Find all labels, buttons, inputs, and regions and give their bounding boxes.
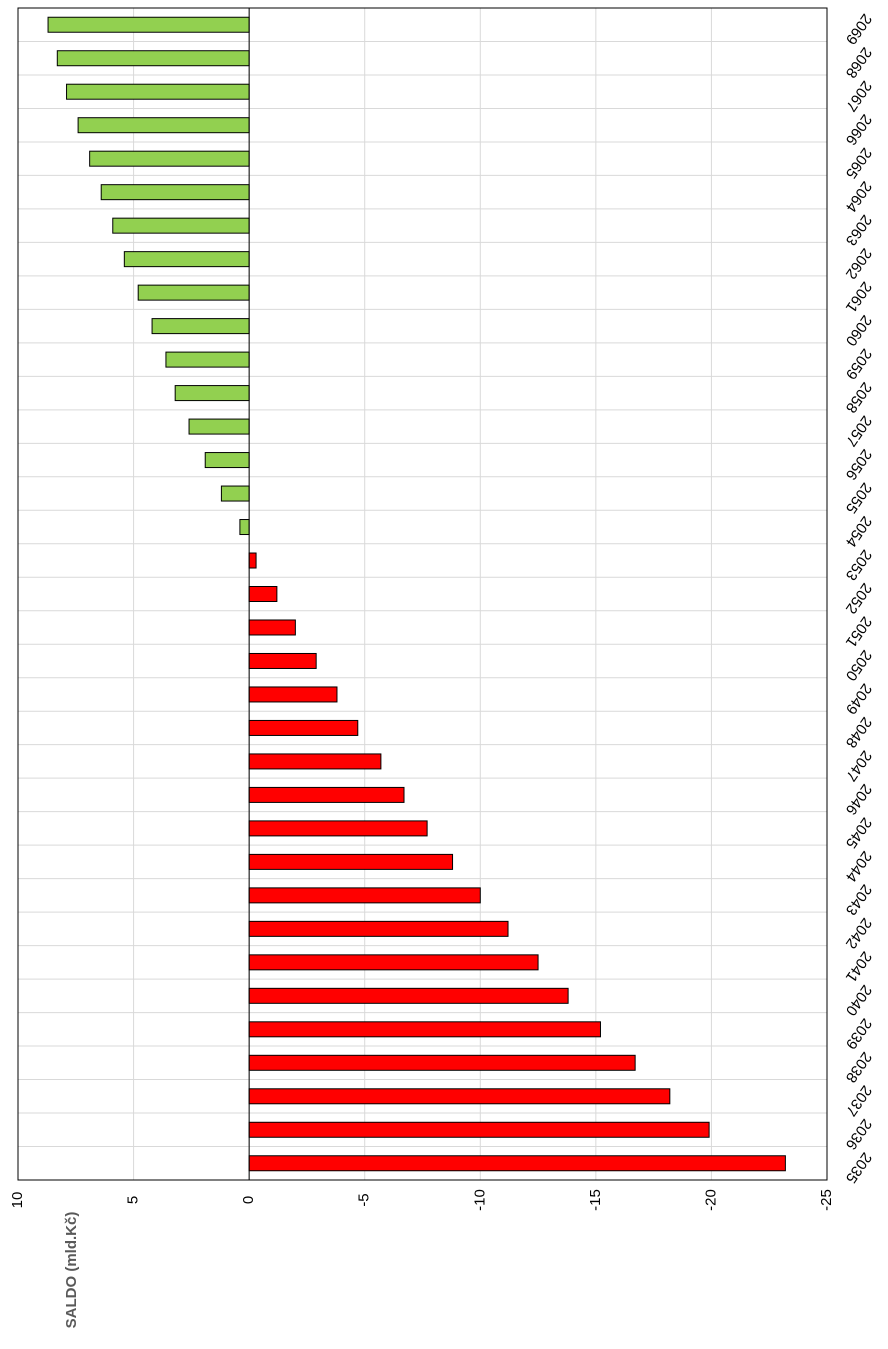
y-tick-label: 2042 [842, 915, 875, 952]
bar [248, 920, 509, 937]
y-tick-label: 2069 [842, 11, 875, 48]
bar [123, 251, 250, 268]
y-tick-label: 2043 [842, 881, 875, 918]
bar [248, 1155, 786, 1172]
y-tick-label: 2035 [842, 1149, 875, 1186]
y-tick-label: 2036 [842, 1116, 875, 1153]
y-tick-label: 2037 [842, 1082, 875, 1119]
y-tick-label: 2058 [842, 379, 875, 416]
bar [248, 719, 359, 736]
bar [89, 150, 250, 167]
bar [248, 652, 317, 669]
x-tick-label: -15 [587, 1189, 604, 1211]
y-tick-label: 2060 [842, 312, 875, 349]
y-tick-label: 2053 [842, 546, 875, 583]
y-tick-label: 2056 [842, 446, 875, 483]
y-tick-label: 2046 [842, 781, 875, 818]
plot-frame [17, 7, 828, 1181]
y-tick-label: 2066 [842, 111, 875, 148]
y-tick-label: 2055 [842, 479, 875, 516]
bar [248, 853, 454, 870]
y-tick-label: 2061 [842, 278, 875, 315]
bar [112, 217, 250, 234]
y-tick-label: 2045 [842, 814, 875, 851]
bar [100, 184, 250, 201]
y-tick-label: 2067 [842, 77, 875, 114]
y-tick-label: 2051 [842, 613, 875, 650]
bar [151, 318, 250, 335]
y-tick-label: 2040 [842, 982, 875, 1019]
x-tick-label: 5 [125, 1196, 142, 1204]
bar [248, 887, 481, 904]
y-tick-label: 2068 [842, 44, 875, 81]
bar [248, 954, 539, 971]
x-tick-label: -25 [818, 1189, 835, 1211]
bar [248, 753, 382, 770]
bar [248, 1021, 601, 1038]
bar [248, 1121, 710, 1138]
bar [248, 820, 428, 837]
axis-label: SALDO (mld.Kč) [63, 1212, 80, 1329]
bar [47, 16, 250, 33]
bar [174, 385, 250, 402]
y-tick-label: 2047 [842, 747, 875, 784]
y-tick-label: 2041 [842, 948, 875, 985]
y-tick-label: 2059 [842, 345, 875, 382]
y-tick-label: 2062 [842, 245, 875, 282]
bar [248, 619, 296, 636]
bar [66, 83, 250, 100]
bar [77, 117, 250, 134]
x-tick-label: -20 [702, 1189, 719, 1211]
bar [137, 284, 250, 301]
x-tick-label: 10 [9, 1192, 26, 1209]
y-tick-label: 2048 [842, 714, 875, 751]
bar [204, 452, 250, 469]
x-tick-label: 0 [240, 1196, 257, 1204]
x-tick-label: -10 [471, 1189, 488, 1211]
bar [239, 519, 250, 536]
y-tick-label: 2050 [842, 647, 875, 684]
y-tick-label: 2065 [842, 144, 875, 181]
y-tick-label: 2049 [842, 680, 875, 717]
bar [248, 686, 338, 703]
bar [188, 418, 250, 435]
y-tick-label: 2044 [842, 848, 875, 885]
y-tick-label: 2063 [842, 211, 875, 248]
y-tick-label: 2039 [842, 1015, 875, 1052]
bar [56, 50, 250, 67]
y-tick-label: 2064 [842, 178, 875, 215]
bar [220, 485, 250, 502]
bar [248, 1054, 636, 1071]
bar [248, 1088, 671, 1105]
y-tick-label: 2038 [842, 1049, 875, 1086]
y-tick-label: 2057 [842, 412, 875, 449]
bar [248, 552, 257, 569]
bar [165, 351, 250, 368]
bar [248, 786, 405, 803]
y-tick-label: 2052 [842, 580, 875, 617]
bar [248, 987, 569, 1004]
y-tick-label: 2054 [842, 513, 875, 550]
x-tick-label: -5 [356, 1193, 373, 1206]
bar [248, 586, 278, 602]
